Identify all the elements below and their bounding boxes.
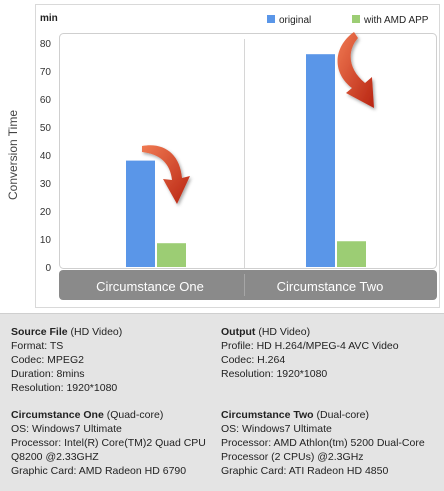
circumstance-two-line: OS: Windows7 Ultimate	[221, 423, 332, 435]
circumstance-two-line: Processor (2 CPUs) @2.3GHz	[221, 451, 364, 463]
circumstance-two-title: Circumstance Two	[221, 409, 314, 421]
y-tick-label: 80	[40, 39, 52, 50]
circumstance-one-line: Processor: Intel(R) Core(TM)2 Quad CPU	[11, 437, 206, 449]
source-file-subtitle: (HD Video)	[67, 326, 123, 338]
y-tick-label: 30	[40, 179, 52, 190]
y-tick-label: 60	[40, 95, 52, 106]
x-category-label: Circumstance Two	[277, 279, 384, 294]
circumstance-one-title: Circumstance One	[11, 409, 104, 421]
conversion-time-chart: min Conversion Time 0 10 20 30 40 50 60 70 80 Circu…	[6, 4, 440, 308]
circumstance-two-line: Graphic Card: ATI Radeon HD 4850	[221, 465, 389, 477]
circumstance-two-line: Processor: AMD Athlon(tm) 5200 Dual-Core	[221, 437, 425, 449]
output-title: Output	[221, 326, 256, 338]
bar-amd-app-1	[157, 243, 186, 267]
source-file-line: Resolution: 1920*1080	[11, 382, 118, 394]
legend-label-amd-app: with AMD APP	[363, 15, 429, 26]
output-subtitle: (HD Video)	[255, 326, 311, 338]
y-tick-label: 10	[40, 235, 52, 246]
output-line: Codec: H.264	[221, 354, 286, 366]
bar-original-1	[126, 160, 155, 267]
red-arrow-down-icon	[337, 32, 374, 108]
y-tick-label: 20	[40, 207, 52, 218]
output-line: Resolution: 1920*1080	[221, 368, 328, 380]
circumstance-one-block: Circumstance One (Quad-core) OS: Windows…	[11, 408, 226, 478]
circumstance-one-line: Graphic Card: AMD Radeon HD 6790	[11, 465, 187, 477]
y-tick-label: 70	[40, 67, 52, 78]
legend-swatch-original	[267, 15, 275, 23]
info-panel: Source File (HD Video) Format: TS Codec:…	[0, 313, 444, 491]
circumstance-one-line: Q8200 @2.33GHZ	[11, 451, 99, 463]
legend-label-original: original	[279, 15, 311, 26]
category-band	[59, 270, 437, 300]
bar-original-2	[306, 54, 335, 268]
output-line: Profile: HD H.264/MPEG-4 AVC Video	[221, 340, 399, 352]
source-file-block: Source File (HD Video) Format: TS Codec:…	[11, 325, 226, 395]
legend-swatch-amd-app	[352, 15, 360, 23]
y-tick-label: 40	[40, 151, 52, 162]
circumstance-one-line: OS: Windows7 Ultimate	[11, 423, 122, 435]
circumstance-two-block: Circumstance Two (Dual-core) OS: Windows…	[221, 408, 436, 478]
source-file-line: Duration: 8mins	[11, 368, 85, 380]
bar-amd-app-2	[337, 241, 366, 267]
source-file-line: Codec: MPEG2	[11, 354, 84, 366]
x-category-label: Circumstance One	[96, 279, 204, 294]
circumstance-one-subtitle: (Quad-core)	[103, 409, 164, 421]
y-unit-label: min	[40, 13, 58, 24]
y-tick-label: 50	[40, 123, 52, 134]
output-block: Output (HD Video) Profile: HD H.264/MPEG…	[221, 325, 436, 381]
source-file-line: Format: TS	[11, 340, 64, 352]
source-file-title: Source File	[11, 326, 68, 338]
y-axis-title: Conversion Time	[6, 110, 20, 200]
plot-area	[59, 33, 437, 269]
y-tick-label: 0	[45, 263, 51, 274]
red-arrow-down-icon	[142, 145, 190, 204]
circumstance-two-subtitle: (Dual-core)	[313, 409, 370, 421]
chart-svg: min Conversion Time 0 10 20 30 40 50 60 70 80 Circu…	[6, 4, 440, 308]
